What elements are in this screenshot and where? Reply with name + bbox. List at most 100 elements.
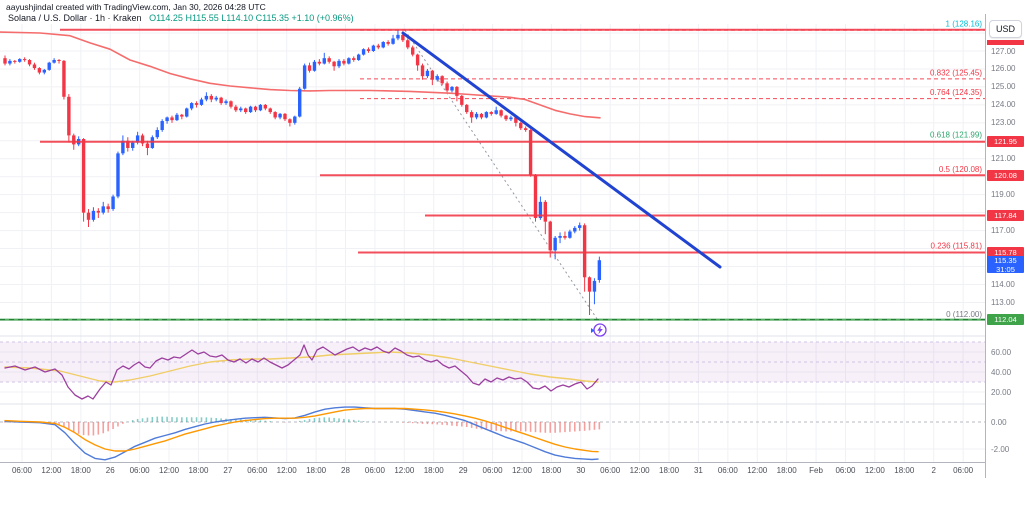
time-axis-label: 2 — [931, 466, 936, 475]
candle-body — [548, 221, 552, 251]
price-line-badge: 121.95 — [987, 136, 1024, 148]
candle-body — [101, 206, 105, 213]
price-axis-label: 119.00 — [991, 190, 1015, 200]
price-axis-label: 117.00 — [991, 226, 1015, 236]
candle-body — [18, 59, 22, 62]
candle-body — [22, 59, 27, 61]
candle-body — [293, 116, 297, 123]
candle-body — [288, 119, 292, 123]
price-line-badge: 115.78 — [987, 247, 1024, 258]
candle-body — [514, 117, 518, 123]
candle-body — [170, 117, 174, 121]
candle-body — [356, 54, 361, 60]
price-axis-label: 123.00 — [991, 118, 1016, 128]
candle-body — [140, 135, 145, 144]
candle-body — [111, 196, 115, 210]
time-axis-label: 18:00 — [541, 466, 562, 475]
price-axis-label: 127.00 — [991, 46, 1016, 56]
candle-body — [342, 60, 346, 64]
price-axis[interactable]: USD 127.00 126.00 125.00 124.00 123.00 121.00… — [985, 14, 1024, 478]
candle-body — [435, 76, 439, 80]
candle-body — [253, 106, 258, 111]
time-axis-label: 12:00 — [159, 466, 180, 475]
candle-body — [131, 142, 135, 148]
candle-body — [47, 62, 51, 70]
currency-toggle-button[interactable]: USD — [989, 20, 1022, 38]
candle-body — [116, 153, 120, 197]
price-line-badge: 117.84 — [987, 210, 1024, 221]
time-axis-label: 06:00 — [11, 466, 33, 475]
fib-level-label: 0.764 (124.35) — [930, 88, 982, 97]
time-axis-label: 12:00 — [629, 466, 650, 475]
candle-body — [194, 103, 199, 105]
candle-body — [494, 110, 498, 114]
time-axis-label: 06:00 — [953, 466, 974, 475]
rsi-line — [4, 344, 599, 400]
candle-body — [509, 117, 513, 120]
candle-body — [13, 60, 17, 62]
candle-body — [126, 140, 130, 148]
candle-body — [52, 59, 56, 63]
candle-body — [504, 115, 508, 120]
candle-body — [450, 86, 454, 91]
candle-body — [145, 143, 150, 148]
time-axis-label: 18:00 — [776, 466, 797, 475]
candle-body — [37, 68, 42, 73]
candle-body — [180, 114, 184, 117]
downtrend-trendline[interactable] — [401, 31, 722, 269]
candle-body — [135, 135, 140, 143]
price-axis-label: 124.00 — [991, 100, 1016, 110]
candle-body — [273, 112, 277, 118]
time-axis-label: 12:00 — [864, 466, 885, 475]
macd-signal-line — [4, 407, 599, 453]
candle-body — [234, 106, 238, 111]
fib-level-label: 0.5 (120.08) — [939, 165, 982, 174]
candle-body — [401, 34, 405, 41]
candle-body — [430, 70, 435, 80]
candle-body — [62, 60, 66, 97]
candle-body — [460, 95, 464, 105]
candle-body — [263, 104, 268, 109]
candle-body — [474, 113, 479, 118]
candle-body — [538, 201, 543, 219]
time-axis-label: 18:00 — [423, 466, 444, 475]
time-axis-label: 30 — [576, 466, 586, 475]
time-axis-label: 18:00 — [659, 466, 680, 475]
candle-body — [582, 225, 587, 278]
chart-canvas[interactable]: 1 (128.16) 0.832 (125.45) 0.764 (124.35) 0.… — [0, 14, 985, 462]
candle-body — [72, 135, 76, 145]
candle-body — [204, 95, 209, 100]
time-axis[interactable]: 06:00 12:00 18:00 26 06:00 12:00 18:00 27 06:00 1… — [0, 462, 1024, 478]
candle-body — [332, 61, 336, 67]
attribution-text: aayushjindal created with TradingView.co… — [6, 2, 266, 12]
candle-body — [563, 235, 567, 238]
fib-trend-connector[interactable] — [404, 29, 599, 321]
candle-body — [396, 34, 400, 39]
candle-body — [121, 140, 125, 154]
candle-body — [352, 58, 356, 60]
macd-axis-label: -2.00 — [991, 444, 1010, 454]
candle-body — [268, 108, 272, 113]
candle-body — [312, 61, 317, 71]
symbol-title[interactable]: Solana / U.S. Dollar · 1h · Kraken — [8, 13, 142, 23]
price-line-badge: 112.04 — [987, 314, 1024, 326]
fib-level-label: 0.236 (115.81) — [931, 241, 983, 250]
candle-body — [209, 95, 214, 100]
candle-body — [160, 121, 164, 131]
rsi-axis-label: 20.00 — [991, 387, 1012, 397]
time-axis-label: 06:00 — [482, 466, 503, 475]
time-axis-label: 06:00 — [129, 466, 150, 475]
time-axis-label: 12:00 — [747, 466, 768, 475]
candle-body — [406, 40, 410, 48]
cursor-arrow-icon — [591, 328, 595, 333]
candle-body — [469, 112, 474, 118]
macd-line — [4, 406, 599, 461]
candle-body — [81, 139, 86, 213]
time-axis-label: 18:00 — [70, 466, 91, 475]
candle-body — [189, 103, 194, 109]
candle-body — [361, 49, 366, 55]
macd-axis-label: 0.00 — [991, 417, 1007, 427]
clipped-price-badge — [987, 40, 1024, 45]
candle-body — [578, 225, 582, 228]
